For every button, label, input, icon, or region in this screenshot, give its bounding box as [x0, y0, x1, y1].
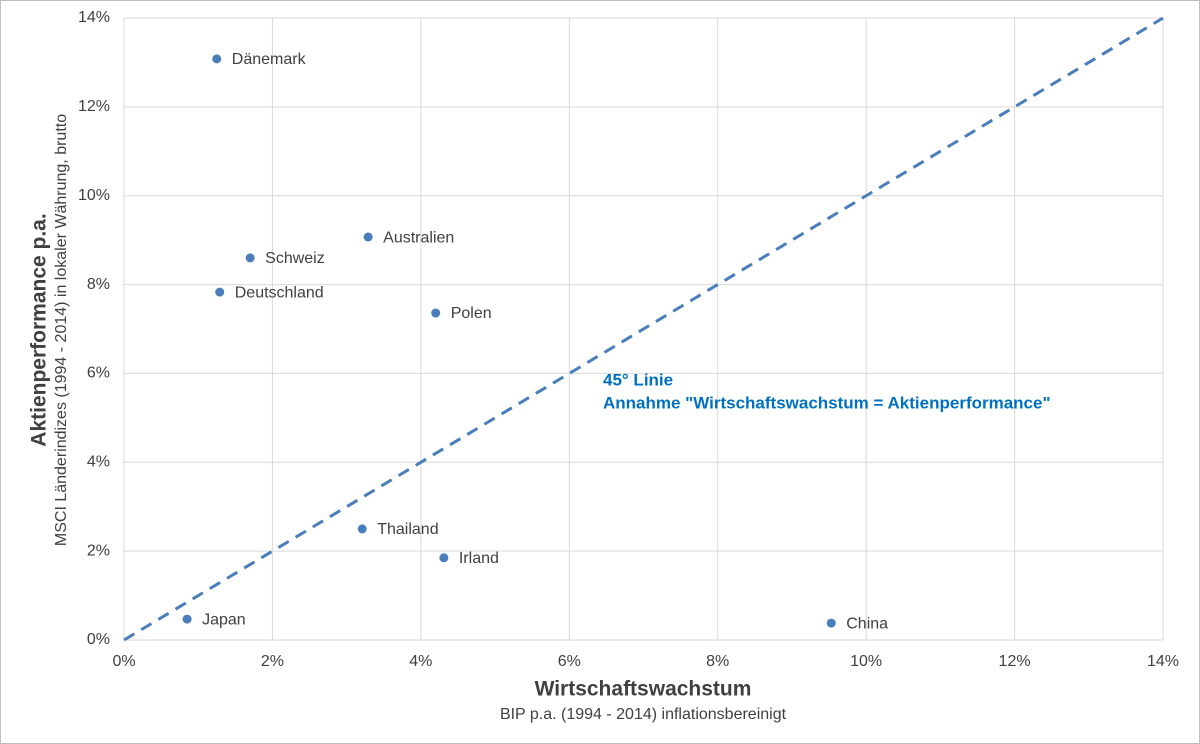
- x-tick-label: 8%: [706, 653, 729, 670]
- x-tick-label: 0%: [112, 653, 135, 670]
- x-tick-label: 6%: [558, 653, 581, 670]
- point: [182, 614, 192, 624]
- point: [245, 253, 255, 263]
- x-tick-label: 14%: [1147, 653, 1179, 670]
- x-tick-label: 10%: [850, 653, 882, 670]
- x-axis-title: Wirtschaftswachstum: [535, 678, 752, 701]
- point: [363, 232, 373, 242]
- x-tick-label: 2%: [261, 653, 284, 670]
- point: [826, 618, 836, 628]
- point-label: Irland: [459, 550, 499, 567]
- y-tick-label: 8%: [87, 276, 110, 293]
- point-label: Dänemark: [232, 51, 307, 68]
- x-axis-subtitle: BIP p.a. (1994 - 2014) inflationsbereini…: [500, 706, 787, 723]
- point: [431, 308, 441, 318]
- annotation: 45° Linie: [603, 370, 673, 389]
- diagonal-line: [123, 16, 1164, 642]
- y-tick-label: 0%: [87, 631, 110, 648]
- y-axis-title: Aktienperformance p.a.: [28, 213, 51, 446]
- y-tick-label: 6%: [87, 365, 110, 382]
- point-label: Japan: [202, 611, 246, 628]
- point-label: China: [846, 615, 888, 632]
- y-tick-label: 10%: [78, 187, 110, 204]
- point-label: Schweiz: [265, 250, 325, 267]
- x-tick-label: 12%: [999, 653, 1031, 670]
- point: [357, 524, 367, 534]
- y-tick-label: 4%: [87, 454, 110, 471]
- y-axis-subtitle: MSCI Länderindizes (1994 - 2014) in loka…: [53, 114, 70, 546]
- point: [215, 287, 225, 297]
- y-tick-label: 14%: [78, 9, 110, 26]
- point-label: Australien: [383, 229, 454, 246]
- y-tick-label: 2%: [87, 542, 110, 559]
- point: [212, 54, 222, 64]
- x-tick-label: 4%: [409, 653, 432, 670]
- y-tick-label: 12%: [78, 98, 110, 115]
- point-label: Deutschland: [235, 284, 324, 301]
- point-label: Thailand: [377, 521, 438, 538]
- point-label: Polen: [451, 305, 492, 322]
- annotation: Annahme "Wirtschaftswachstum = Aktienper…: [603, 393, 1051, 412]
- point: [439, 553, 449, 563]
